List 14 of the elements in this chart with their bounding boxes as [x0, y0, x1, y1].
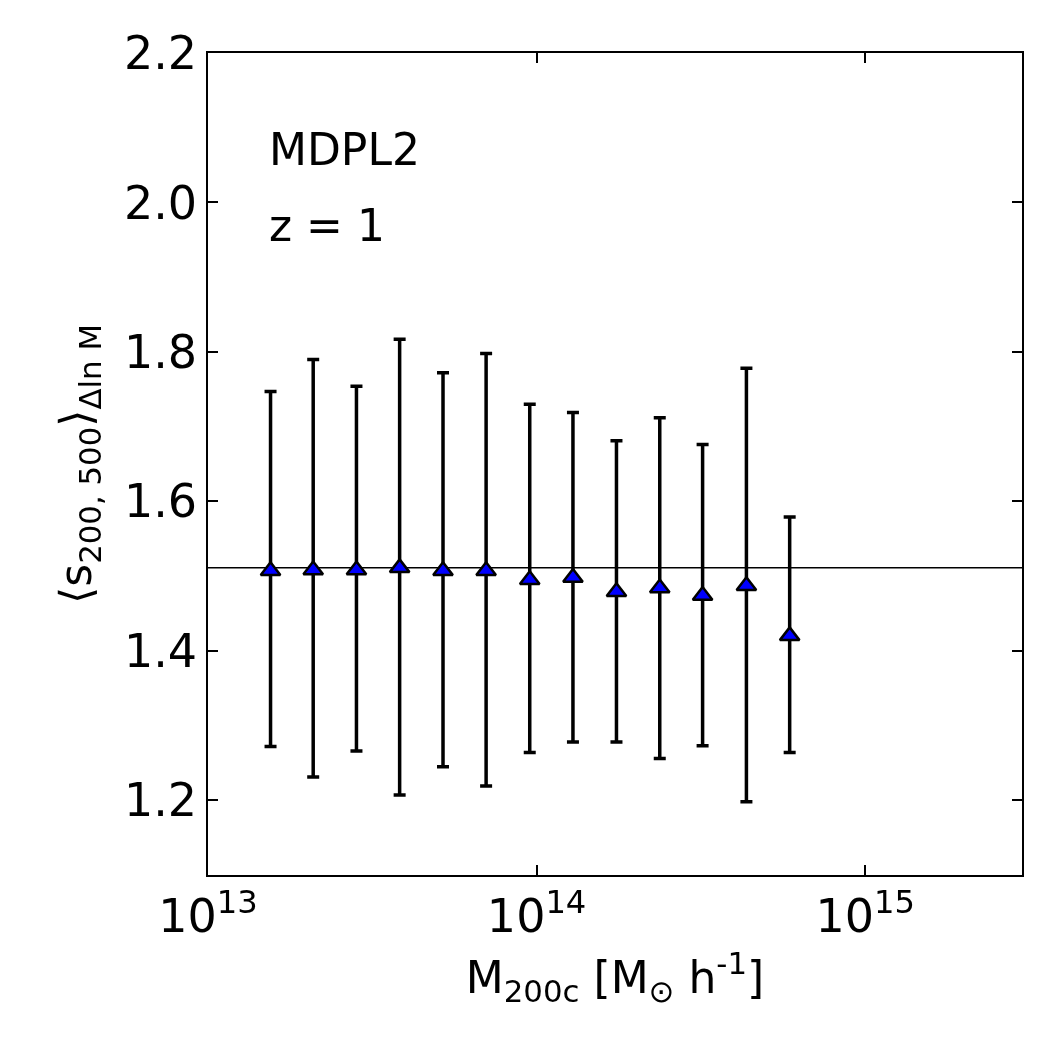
y-tick-label: 2.0 — [123, 175, 198, 230]
y-tick-label: 2.2 — [123, 26, 198, 81]
y-tick-label: 1.8 — [123, 325, 198, 380]
y-tick-label: 1.2 — [123, 773, 198, 828]
y-tick-label: 1.6 — [123, 474, 198, 529]
annotation: z = 1 — [269, 200, 385, 251]
annotation: MDPL2 — [269, 124, 420, 175]
y-tick-label: 1.4 — [123, 623, 198, 678]
point — [691, 585, 714, 602]
x-tick-label: 10$^{15}$ — [815, 882, 915, 943]
point — [561, 567, 585, 584]
x-axis-title: M$_{200c}$ [M$_{⊙}$ h$^{-1}$] — [465, 945, 765, 1009]
x-tick-label: 10$^{14}$ — [486, 882, 587, 943]
x-tick-label: 10$^{13}$ — [158, 882, 258, 943]
